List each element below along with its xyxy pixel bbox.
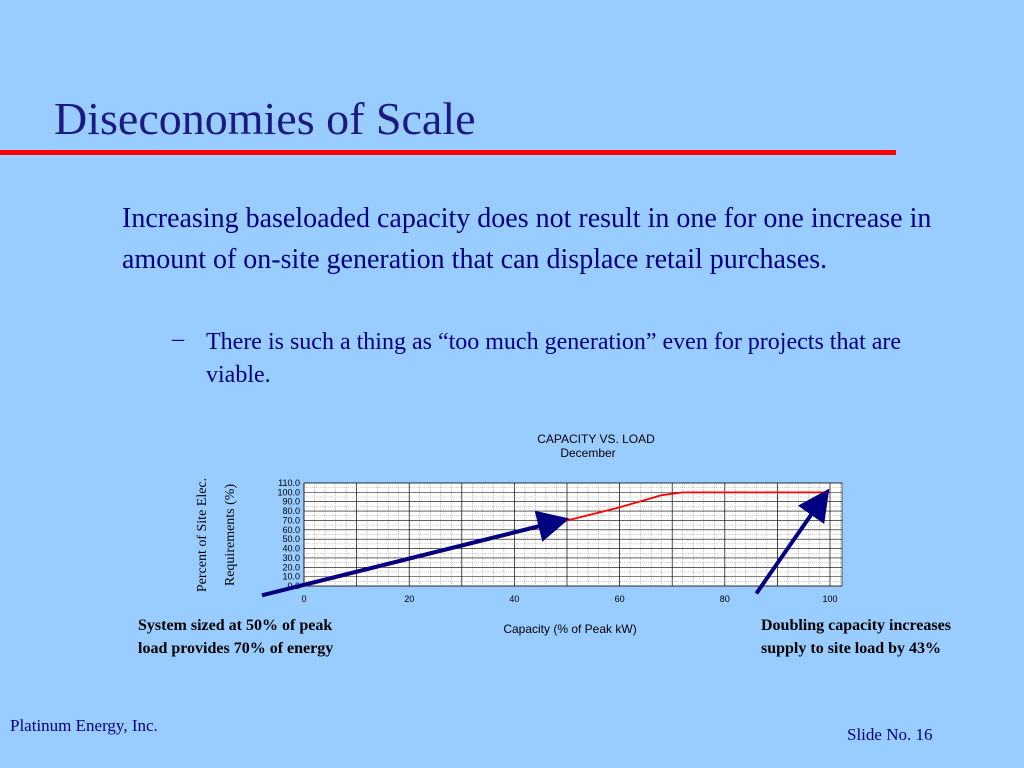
annotation-doubling-capacity: Doubling capacity increases supply to si… xyxy=(761,617,951,657)
title-underline xyxy=(0,150,896,155)
y-tick-label: 80.0 xyxy=(282,506,300,516)
annotation-50-percent: System sized at 50% of peak load provide… xyxy=(138,617,334,657)
x-tick-label: 40 xyxy=(509,594,519,604)
x-tick-label: 100 xyxy=(822,594,837,604)
slide-title: Diseconomies of Scale xyxy=(54,93,476,144)
y-tick-label: 60.0 xyxy=(282,525,300,535)
y-tick-label: 110.0 xyxy=(278,478,300,488)
y-axis-label-line-1: Percent of Site Elec. xyxy=(195,478,210,592)
footer-company: Platinum Energy, Inc. xyxy=(10,716,158,735)
x-tick-label: 20 xyxy=(404,594,414,604)
y-tick-label: 40.0 xyxy=(282,544,300,554)
sub-bullet-dash: – xyxy=(172,326,184,352)
y-tick-label: 20.0 xyxy=(282,562,300,572)
x-axis-label: Capacity (% of Peak kW) xyxy=(503,622,636,636)
y-tick-label: 90.0 xyxy=(282,497,300,507)
x-tick-label: 80 xyxy=(720,594,730,604)
arrow-to-50-percent xyxy=(261,510,570,598)
y-tick-label: 50.0 xyxy=(282,534,300,544)
arrow-to-100-percent xyxy=(754,488,830,595)
y-tick-label: 70.0 xyxy=(282,515,300,525)
slide-number: Slide No. 16 xyxy=(847,725,933,744)
chart-title: CAPACITY VS. LOAD xyxy=(537,432,655,446)
sub-bullet: There is such a thing as “too much gener… xyxy=(206,329,902,388)
x-tick-label: 60 xyxy=(615,594,625,604)
x-tick-label: 0 xyxy=(301,594,306,604)
main-bullet: Increasing baseloaded capacity does not … xyxy=(122,203,932,275)
y-tick-label: 10.0 xyxy=(282,572,300,582)
y-tick-label: 100.0 xyxy=(277,487,300,497)
y-axis-label-line-2: Requirements (%) xyxy=(223,484,238,587)
chart-subtitle: December xyxy=(560,446,615,460)
y-tick-label: 30.0 xyxy=(282,553,300,563)
